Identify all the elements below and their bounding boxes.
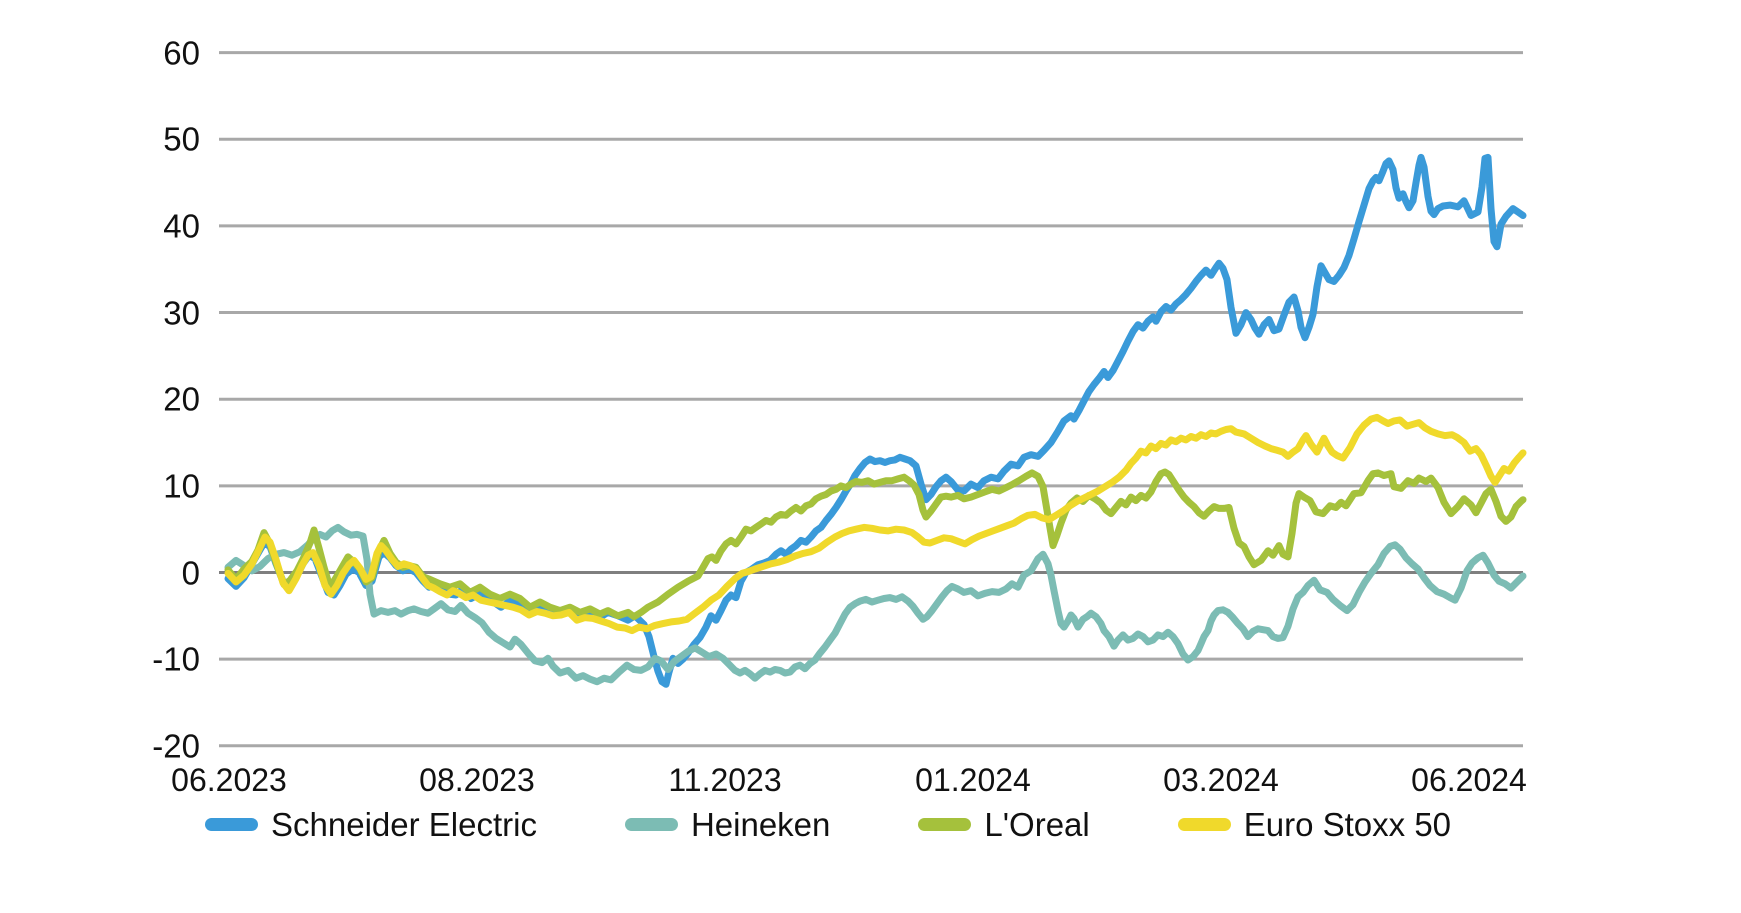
legend-item-schneider-electric: Schneider Electric	[205, 808, 537, 841]
y-tick-label-20: 20	[163, 380, 200, 418]
x-tick-label-06.2024: 06.2024	[1411, 762, 1527, 798]
legend-swatch-euro-stoxx-50	[1177, 818, 1231, 831]
legend-item-euro-stoxx-50: Euro Stoxx 50	[1177, 806, 1452, 843]
series-line-l-oreal	[224, 468, 1527, 621]
legend-label-euro-stoxx-50: Euro Stoxx 50	[1243, 806, 1452, 843]
y-tick-label-50: 50	[163, 120, 200, 158]
x-tick-label-01.2024: 01.2024	[915, 762, 1031, 798]
y-tick-label-30: 30	[163, 294, 200, 332]
y-tick-label--20: -20	[152, 727, 200, 765]
legend-item-heineken: Heineken	[624, 806, 831, 843]
legend-swatch-heineken	[624, 818, 678, 831]
legend-swatch-l-oreal	[918, 818, 972, 831]
legend-item-l-oreal: L'Oreal	[918, 806, 1090, 843]
legend-swatch-schneider-electric	[205, 818, 258, 831]
x-tick-label-11.2023: 11.2023	[668, 762, 782, 798]
x-tick-label-03.2024: 03.2024	[1163, 762, 1279, 798]
y-tick-label--10: -10	[152, 640, 200, 678]
y-tick-label-0: 0	[181, 554, 200, 591]
series-line-heineken	[224, 523, 1527, 686]
x-tick-label-08.2023: 08.2023	[419, 762, 535, 798]
series-line-schneider-electric	[224, 153, 1527, 688]
legend-label-schneider-electric: Schneider Electric	[271, 806, 537, 843]
y-tick-label-40: 40	[163, 207, 200, 245]
series-line-euro-stoxx-50	[224, 413, 1527, 635]
x-tick-label-06.2023: 06.2023	[171, 762, 287, 798]
chart-legend: Schneider Electric Heineken L'Oreal Euro St…	[205, 808, 1451, 841]
y-tick-label-60: 60	[163, 34, 200, 72]
y-tick-label-10: 10	[163, 467, 200, 505]
legend-label-l-oreal: L'Oreal	[984, 806, 1090, 843]
legend-label-heineken: Heineken	[690, 806, 831, 843]
